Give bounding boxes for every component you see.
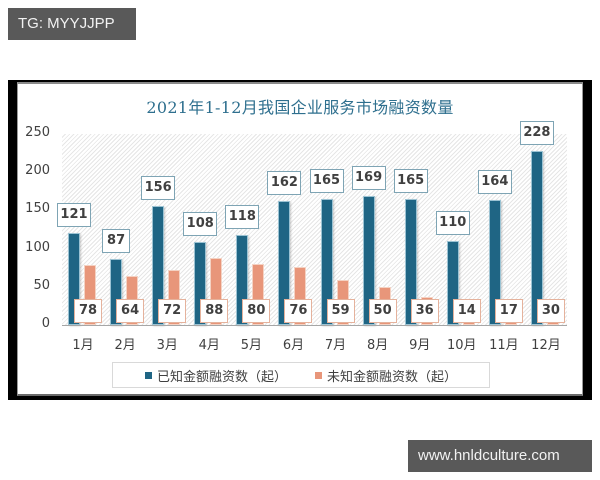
x-tick-label: 10月 — [447, 338, 477, 353]
x-tick-label: 9月 — [409, 338, 431, 353]
data-label-unknown: 14 — [452, 299, 481, 323]
legend-swatch-unknown — [315, 371, 322, 379]
legend-label-known: 已知金额融资数（起） — [156, 369, 287, 385]
data-label-unknown: 59 — [326, 299, 355, 323]
legend-item-unknown: 未知金额融资数（起） — [315, 366, 457, 385]
x-tick-label: 12月 — [531, 338, 561, 353]
data-label-unknown: 30 — [536, 299, 565, 323]
data-label-unknown: 36 — [410, 299, 439, 323]
bar-known — [362, 195, 375, 325]
x-tick-label: 11月 — [489, 338, 519, 353]
y-tick-label: 200 — [25, 163, 50, 179]
data-label-known: 121 — [57, 202, 91, 227]
bar-known — [278, 201, 291, 325]
bar-known — [320, 198, 333, 325]
plot-area — [62, 134, 567, 325]
bar-known — [488, 199, 501, 325]
legend-item-known: 已知金额融资数（起） — [144, 366, 287, 385]
data-label-known: 165 — [393, 168, 428, 193]
x-tick-label: 2月 — [114, 338, 136, 353]
y-tick-label: 0 — [41, 316, 50, 331]
data-label-unknown: 50 — [368, 299, 397, 323]
legend-label-unknown: 未知金额融资数（起） — [327, 369, 458, 385]
x-tick-label: 7月 — [324, 338, 347, 353]
data-label-known: 162 — [267, 171, 302, 196]
data-label-known: 156 — [141, 175, 176, 200]
x-tick-label: 3月 — [156, 338, 178, 353]
data-label-known: 118 — [225, 204, 260, 229]
data-label-known: 108 — [183, 212, 218, 237]
bar-known — [530, 150, 543, 325]
data-label-unknown: 78 — [74, 299, 102, 323]
watermark-top: TG: MYYJJPP — [8, 8, 136, 40]
x-tick-label: 5月 — [240, 338, 263, 353]
y-tick-label: 150 — [25, 201, 50, 217]
legend: 已知金额融资数（起） 未知金额融资数（起） — [112, 362, 490, 388]
data-label-unknown: 17 — [494, 299, 523, 323]
data-label-unknown: 64 — [116, 299, 145, 323]
data-label-unknown: 76 — [284, 299, 313, 323]
data-label-known: 228 — [519, 120, 554, 145]
data-label-known: 169 — [351, 165, 386, 190]
x-tick-label: 8月 — [366, 338, 389, 353]
data-label-known: 87 — [102, 228, 131, 253]
bar-known — [152, 205, 165, 325]
y-tick-label: 100 — [25, 239, 50, 255]
x-tick-label: 6月 — [282, 338, 305, 353]
legend-swatch-known — [144, 371, 152, 379]
data-label-known: 164 — [477, 169, 512, 194]
data-label-unknown: 80 — [242, 299, 271, 323]
y-tick-label: 50 — [33, 277, 50, 293]
x-axis-line — [62, 325, 567, 326]
data-label-unknown: 88 — [200, 299, 229, 323]
y-tick-label: 250 — [25, 125, 50, 140]
watermark-bottom: www.hnldculture.com — [408, 440, 592, 472]
bar-known — [404, 198, 417, 325]
data-label-known: 110 — [435, 210, 470, 235]
data-label-unknown: 72 — [158, 299, 187, 323]
x-tick-label: 4月 — [198, 338, 220, 353]
x-tick-label: 1月 — [72, 338, 94, 353]
data-label-known: 165 — [309, 168, 344, 193]
chart-title: 2021年1-12月我国企业服务市场融资数量 — [146, 98, 454, 117]
